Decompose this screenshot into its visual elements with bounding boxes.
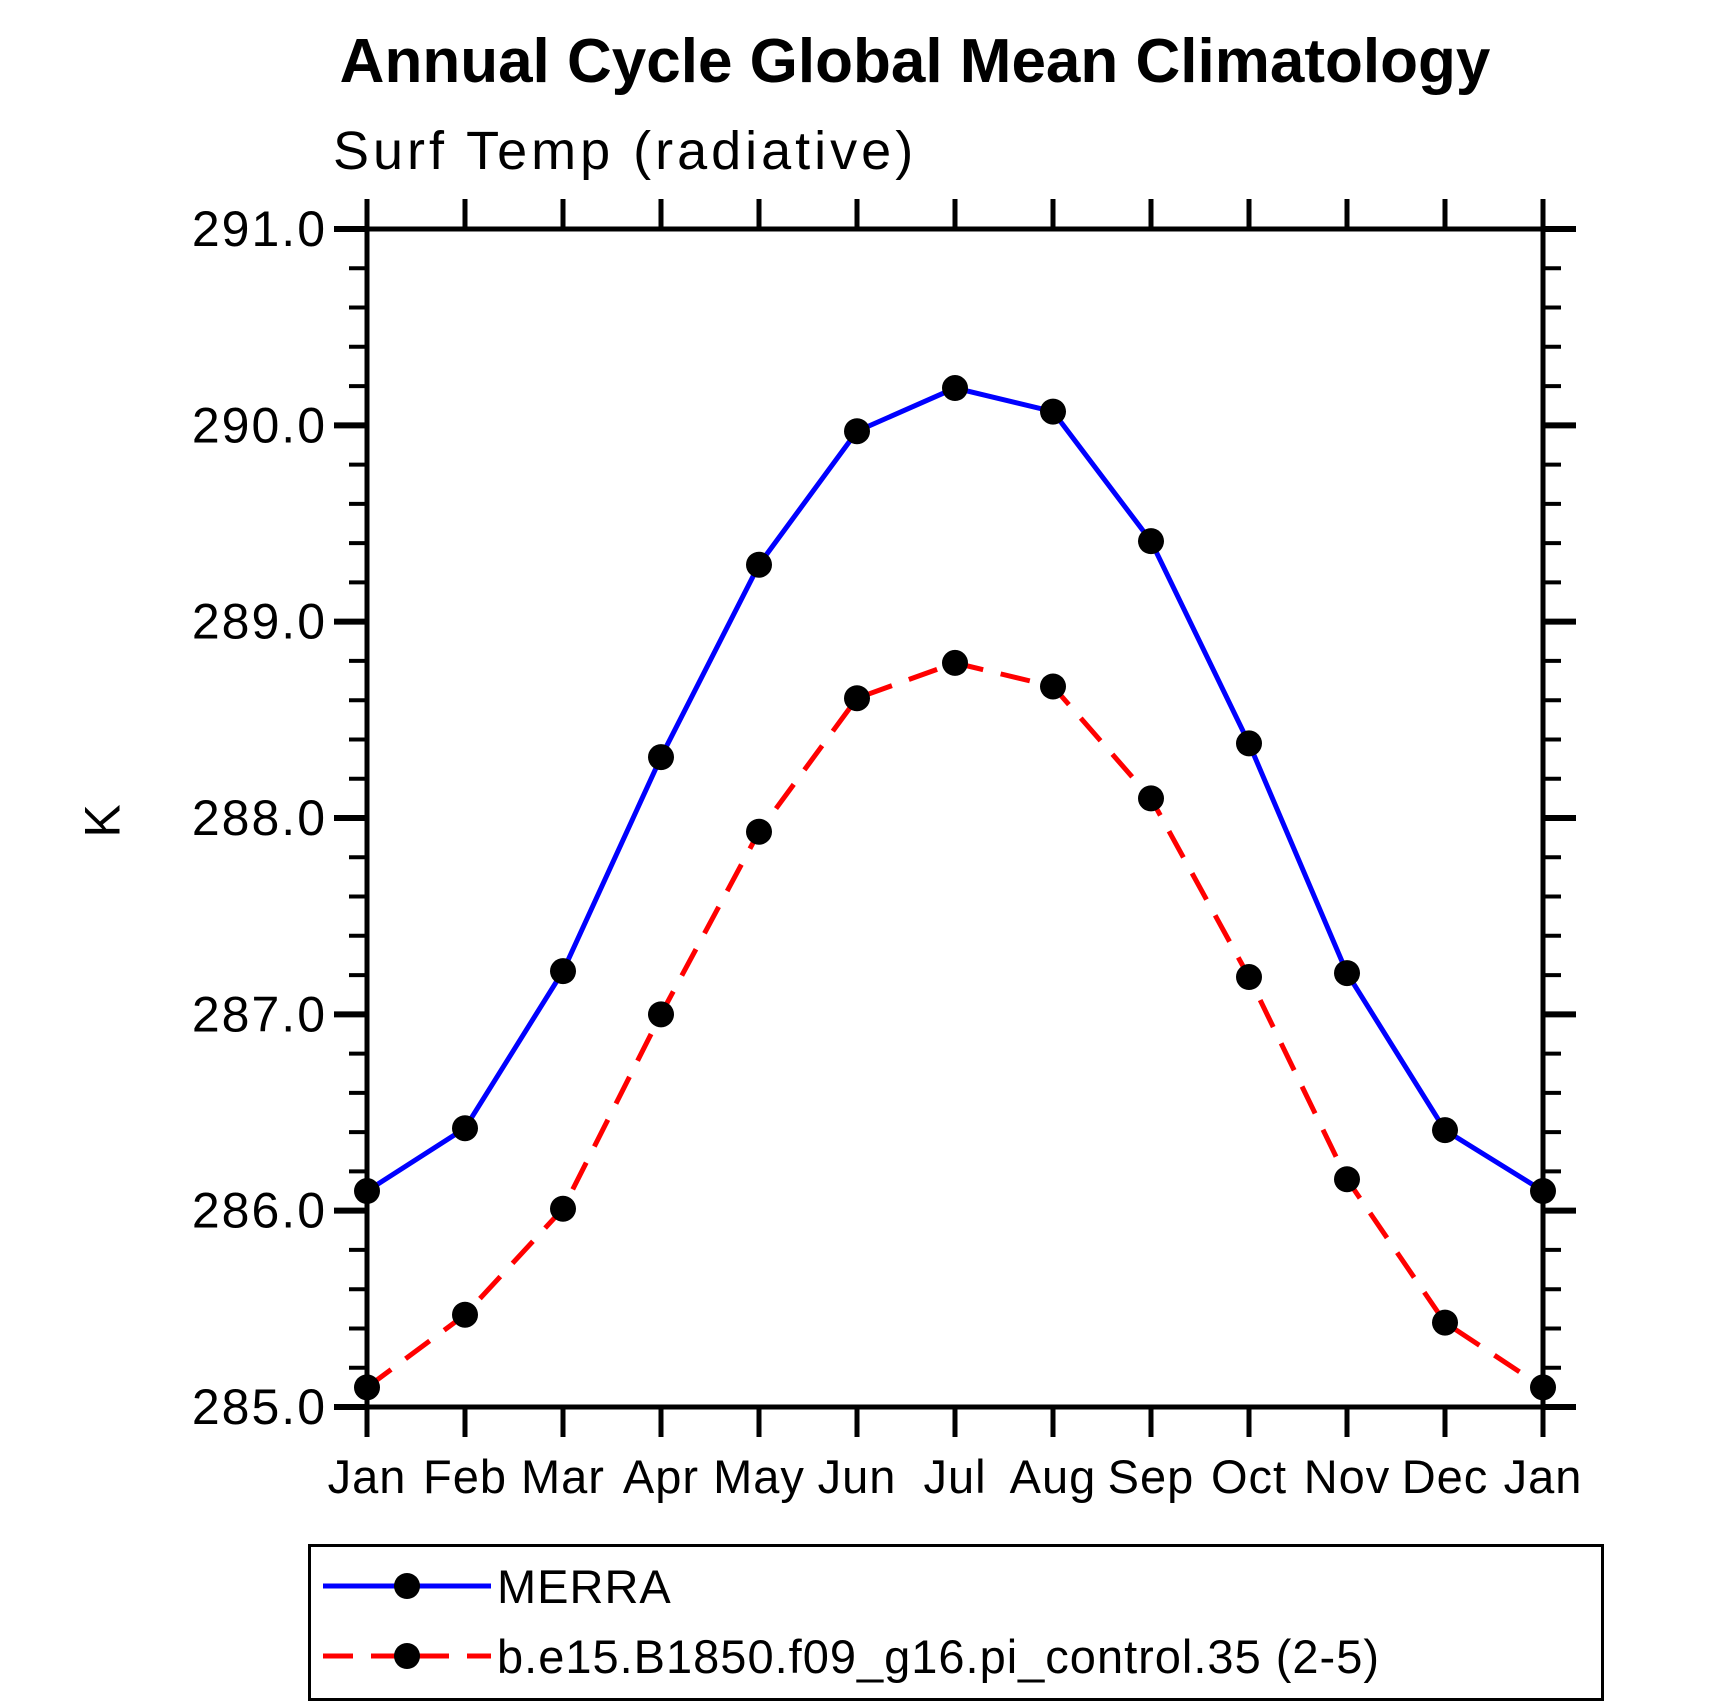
data-point-marker: [452, 1301, 478, 1328]
data-point-marker: [354, 1374, 380, 1401]
x-tick-label: Oct: [1211, 1450, 1287, 1503]
data-point-marker: [942, 649, 968, 676]
chart-title: Annual Cycle Global Mean Climatology: [339, 27, 1491, 96]
legend-box: MERRA b.e15.B1850.f09_g16.pi_control.35 …: [308, 1544, 1604, 1701]
x-tick-label: Apr: [623, 1450, 699, 1503]
data-point-marker: [452, 1115, 478, 1142]
x-tick-label: Dec: [1402, 1450, 1489, 1503]
x-tick-label: Mar: [521, 1450, 605, 1503]
y-tick-label: 287.0: [192, 986, 327, 1042]
data-point-marker: [648, 744, 674, 771]
legend-item-control: b.e15.B1850.f09_g16.pi_control.35 (2-5): [315, 1621, 1380, 1691]
x-tick-label: Feb: [423, 1450, 507, 1503]
data-point-marker: [1040, 398, 1066, 425]
data-point-marker: [746, 818, 772, 845]
data-point-marker: [1236, 730, 1262, 757]
plot-frame: [364, 226, 1546, 1410]
data-point-marker: [648, 1001, 674, 1028]
x-tick-label: Jan: [328, 1450, 407, 1503]
data-point-marker: [844, 418, 870, 445]
data-point-marker: [1138, 528, 1164, 555]
y-tick-label: 288.0: [192, 790, 327, 846]
y-tick-label: 285.0: [192, 1379, 327, 1435]
y-tick-label: 286.0: [192, 1183, 327, 1239]
data-point-marker: [1040, 673, 1066, 700]
data-point-marker: [844, 685, 870, 712]
data-point-marker: [1432, 1309, 1458, 1336]
legend-dashed-line-icon: [323, 1643, 491, 1669]
data-point-marker: [1432, 1117, 1458, 1144]
data-point-marker: [354, 1178, 380, 1205]
x-tick-label: Sep: [1108, 1450, 1195, 1503]
x-tick-label: Jul: [923, 1450, 986, 1503]
x-tick-label: Aug: [1010, 1450, 1097, 1503]
x-tick-label: Jun: [818, 1450, 897, 1503]
data-point-marker: [1236, 964, 1262, 991]
series-line-1: [365, 660, 1545, 1390]
data-point-marker: [550, 1195, 576, 1222]
data-point-marker: [942, 375, 968, 402]
data-point-marker: [746, 551, 772, 578]
data-point-marker: [1530, 1178, 1556, 1205]
legend-solid-line-icon: [323, 1573, 491, 1599]
y-tick-label: 291.0: [192, 201, 327, 257]
y-tick-label: 289.0: [192, 594, 327, 650]
data-point-marker: [1334, 1166, 1360, 1193]
legend-label-control: b.e15.B1850.f09_g16.pi_control.35 (2-5): [497, 1629, 1381, 1683]
data-point-marker: [550, 958, 576, 985]
data-point-marker: [1138, 785, 1164, 812]
x-tick-label: Jan: [1504, 1450, 1583, 1503]
data-point-marker: [1530, 1374, 1556, 1401]
x-tick-label: May: [713, 1450, 805, 1503]
x-tick-label: Nov: [1304, 1450, 1391, 1503]
data-point-marker: [1334, 960, 1360, 987]
chart-subtitle: Surf Temp (radiative): [333, 121, 918, 181]
legend-item-merra: MERRA: [315, 1551, 672, 1621]
legend-label-merra: MERRA: [497, 1559, 672, 1613]
series-line-0: [365, 385, 1545, 1194]
y-tick-label: 290.0: [192, 397, 327, 453]
